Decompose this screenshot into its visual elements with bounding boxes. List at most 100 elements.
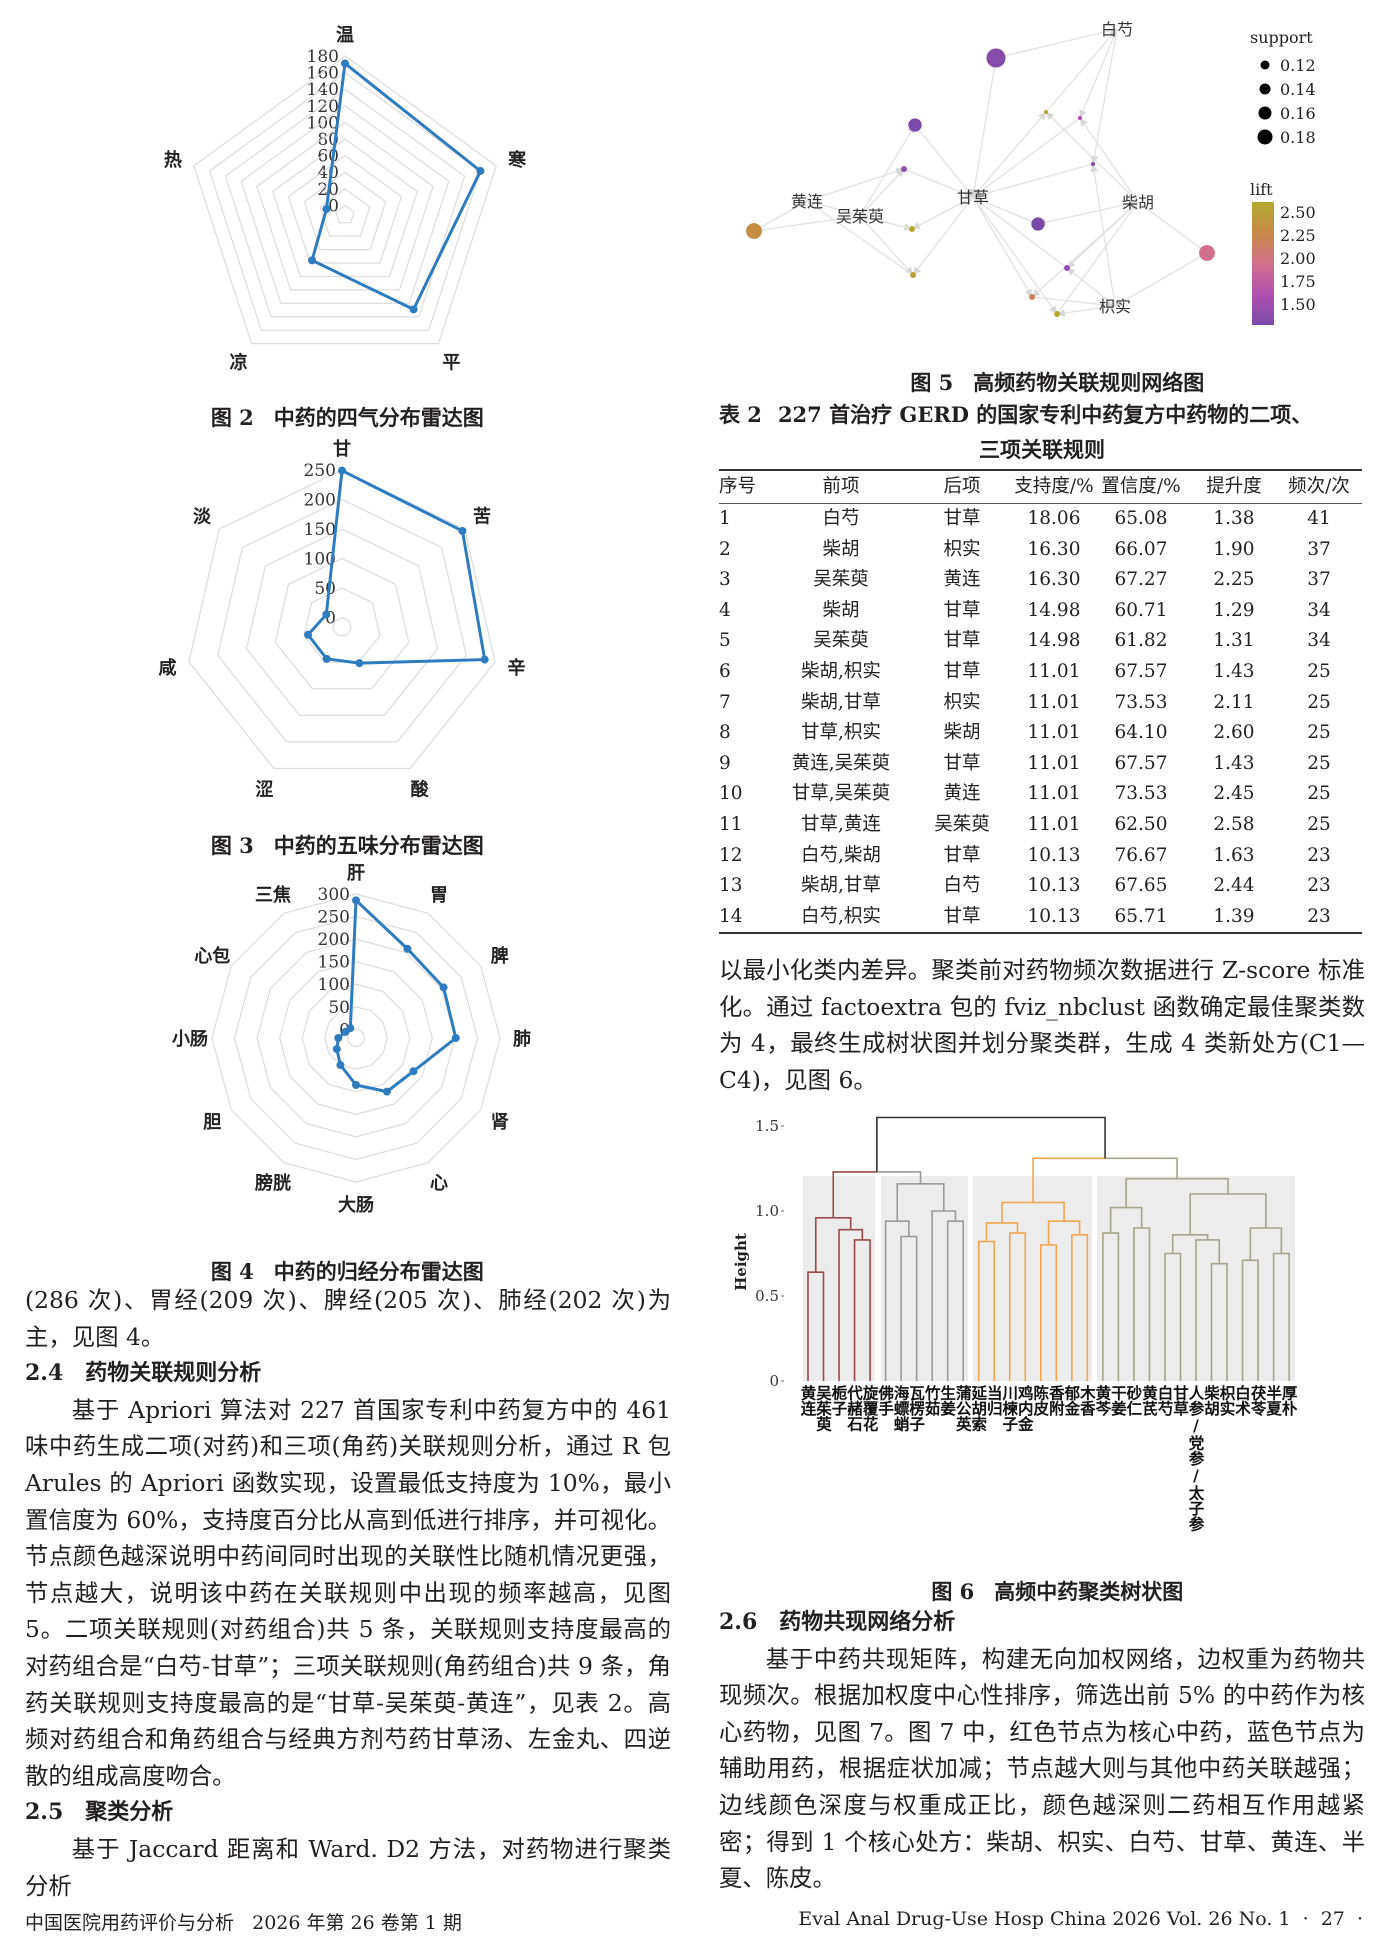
paragraph: 基于中药共现矩阵，构建无向加权网络，边权重为药物共现频次。根据加权度中心性排序，… (719, 1644, 1365, 1893)
table-cell: 甘草,枳实 (801, 722, 881, 744)
dendrogram-link (1164, 1252, 1173, 1381)
table-cell: 置信度/% (1101, 476, 1181, 497)
table-row: 3 吴茱萸 黄连 16.30 67.27 2.25 37 (719, 565, 1362, 596)
table-cell: 吴茱萸 (934, 813, 990, 835)
cluster-background (881, 1176, 968, 1381)
network-edge (1031, 201, 1139, 298)
dendrogram-leaf-label: 陈皮 (1031, 1384, 1050, 1418)
table-row: 4 柴胡 甘草 14.98 60.71 1.29 34 (719, 596, 1362, 627)
cluster-dendrogram-chart: 黄连吴茱萸栀子代赭石旋覆花佛手海螵蛸瓦楞子竹茹生姜蒲公英延胡索当归川楝子鸡内金陈… (732, 1116, 1299, 1533)
dendrogram-link (1219, 1262, 1228, 1381)
dendrogram-link (1141, 1227, 1151, 1381)
dendrogram-link (814, 1217, 834, 1273)
dendrogram-link (838, 1228, 851, 1381)
radar-axis-label: 肾 (491, 1112, 509, 1133)
network-edge (1090, 28, 1118, 165)
dendrogram-link (897, 1220, 910, 1237)
lift-legend-label: 2.50 (1280, 203, 1316, 222)
dendrogram-link (1195, 1239, 1208, 1381)
radar-axis-label: 凉 (230, 351, 248, 373)
table-cell: 2.11 (1213, 691, 1255, 713)
table-cell: 67.65 (1114, 875, 1168, 897)
table-cell: 提升度 (1206, 476, 1262, 497)
radar-data-point (322, 204, 331, 213)
table-title-line-2: 三项关联规则 (979, 437, 1105, 462)
radar-grid-ring (303, 171, 387, 251)
radar-axis-label: 辛 (508, 657, 526, 679)
table-cell: 柴胡 (943, 722, 981, 744)
radar-grid-ring (335, 204, 355, 224)
radar-data-point (403, 944, 412, 953)
network-item-label: 黄连 (791, 192, 823, 211)
table-cell: 4 (719, 599, 731, 621)
table-cell: 66.07 (1114, 538, 1168, 560)
dendrogram-link (1250, 1259, 1259, 1381)
table-cell: 甘草 (943, 508, 981, 529)
radar-axis-label: 心包 (194, 945, 230, 967)
table-cell: 23 (1307, 844, 1331, 866)
dendrogram-link (900, 1235, 909, 1381)
lift-legend-label: 1.50 (1280, 295, 1316, 314)
network-edge (972, 196, 1039, 225)
radar-data-point (355, 659, 364, 668)
section-number: 2.5 (25, 1799, 64, 1826)
radar-grid-ring (256, 121, 434, 291)
table-cell: 67.57 (1114, 660, 1168, 682)
network-rule-node (901, 166, 907, 172)
network-edge (753, 215, 861, 234)
network-edge (911, 196, 974, 230)
table-cell: 1.39 (1213, 905, 1255, 927)
dendrogram-link (1105, 1157, 1178, 1179)
table-cell: 16.30 (1027, 569, 1081, 591)
table-cell: 60.71 (1114, 599, 1168, 621)
radar-grid-ring (245, 528, 439, 716)
lift-colorbar (1252, 202, 1274, 325)
radar-tick-label: 100 (304, 550, 336, 570)
support-legend-label: 0.18 (1280, 128, 1316, 147)
radar-data-point (409, 1067, 418, 1076)
network-item-label: 吴茱萸 (836, 207, 884, 226)
table-cell: 34 (1307, 599, 1331, 621)
network-edges (753, 28, 1208, 317)
table-cell: 16.30 (1027, 538, 1081, 560)
radar-tick-label: 250 (304, 461, 336, 481)
dendrogram-link (853, 1239, 863, 1381)
network-rule-node (1029, 294, 1035, 300)
dendrogram-leaf-label: 砂仁 (1124, 1384, 1143, 1418)
radar-data-point (480, 655, 489, 664)
table-cell: 柴胡 (822, 599, 860, 621)
radar-data-point (476, 166, 485, 175)
network-edge (753, 200, 808, 232)
table-cell: 后项 (943, 476, 981, 497)
dendrogram-link (1008, 1232, 1018, 1381)
radar-axis-label: 甘 (333, 439, 351, 460)
support-legend-dot (1259, 83, 1271, 95)
table-cell: 2.60 (1213, 722, 1255, 744)
figure-number: 图 2 (210, 405, 254, 430)
radar-tick-label: 150 (304, 520, 336, 540)
lift-legend-label: 2.00 (1280, 249, 1316, 268)
dendrogram-link (1241, 1259, 1251, 1381)
dendrogram-link (1265, 1227, 1283, 1254)
table-cell: 甘草 (943, 630, 981, 652)
dendrogram-leaf-label: 甘草 (1171, 1385, 1190, 1418)
network-rule-node (909, 226, 915, 232)
dendrogram-link (1109, 1206, 1127, 1234)
table-cell: 9 (719, 752, 731, 774)
dendrogram-link (1189, 1193, 1229, 1235)
dendrogram-link (1133, 1227, 1142, 1381)
table-cell: 白芍,柴胡 (801, 844, 881, 866)
radar-axis-label: 膀胱 (254, 1172, 291, 1194)
left-column-text: (286 次)、胃经(209 次)、脾经(205 次)、肺经(202 次)为主，… (25, 1282, 671, 1904)
table-cell: 枳实 (943, 691, 981, 713)
table-row: 2 柴胡 枳实 16.30 66.07 1.90 37 (719, 535, 1362, 566)
dendrogram-leaf-label: 延胡索 (969, 1384, 988, 1433)
dendrogram-link (1017, 1232, 1027, 1381)
table-cell: 3 (719, 569, 731, 591)
dendrogram-link (1126, 1206, 1143, 1228)
table-cell: 11 (719, 813, 743, 835)
table-row: 5 吴茱萸 甘草 14.98 61.82 1.31 34 (719, 626, 1362, 657)
network-edge (972, 163, 1094, 199)
paragraph: (286 次)、胃经(209 次)、脾经(205 次)、肺经(202 次)为主，… (25, 1286, 671, 1351)
